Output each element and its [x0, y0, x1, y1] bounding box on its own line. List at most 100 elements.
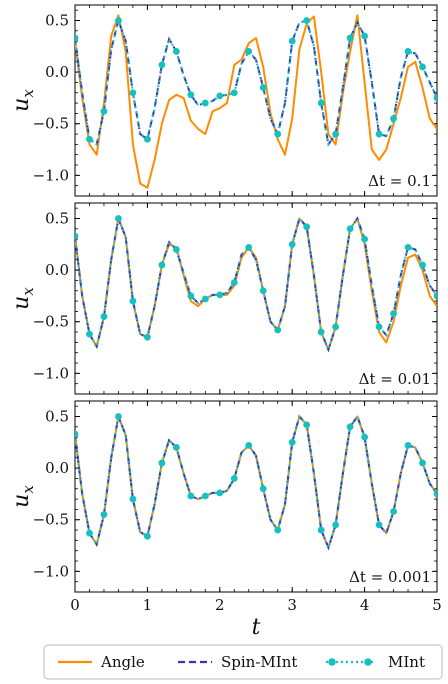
panel-3: 0.5 0.0 −0.5 −1.00 1 2 3 4 5 ux Δt = 0.001 — [9, 400, 442, 614]
data-point-mint — [433, 94, 437, 102]
data-point-mint — [144, 532, 151, 540]
legend-label-spin-mint: Spin-MInt — [221, 653, 297, 671]
data-point-mint — [303, 17, 311, 24]
series-group — [75, 412, 437, 551]
y-axis-label: ux — [9, 89, 37, 112]
data-point-mint — [115, 413, 122, 420]
data-point-mint — [86, 135, 93, 143]
plot-frame — [74, 202, 438, 395]
data-point-mint — [390, 310, 397, 317]
y-tick-label: 0.5 — [45, 407, 69, 425]
y-tick-label: −0.5 — [33, 115, 69, 133]
x-tick-label: 1 — [143, 596, 153, 614]
data-point-mint — [404, 48, 412, 55]
data-point-mint — [158, 261, 166, 269]
data-point-mint — [230, 475, 238, 482]
y-tick-label: −1.0 — [33, 166, 69, 184]
data-point-mint — [75, 430, 79, 438]
data-point-mint — [288, 438, 296, 446]
data-point-mint — [216, 291, 224, 299]
data-point-mint — [115, 17, 122, 24]
data-point-mint — [375, 521, 383, 529]
data-point-mint — [390, 115, 397, 122]
series-line-angle — [75, 14, 437, 189]
dt-annotation: Δt = 0.1 — [368, 172, 431, 190]
data-point-mint — [100, 511, 108, 518]
panels: 0.5 0.0 −0.5 −1.0 ux Δt = 0.1 0.5 0.0 −0.5 −1.0 ux… — [9, 4, 442, 614]
data-point-mint — [201, 492, 209, 500]
data-point-mint — [158, 459, 166, 467]
data-point-mint — [245, 48, 253, 55]
legend-label-mint: MInt — [388, 653, 425, 671]
data-point-mint — [201, 99, 209, 107]
data-point-mint — [433, 292, 437, 300]
y-tick-label: 0.5 — [45, 11, 69, 29]
data-point-mint — [187, 91, 195, 99]
series-line-angle — [75, 217, 437, 351]
y-tick-label: 0.5 — [45, 209, 69, 227]
data-point-mint — [390, 508, 397, 515]
data-point-mint — [332, 323, 340, 331]
data-point-mint — [100, 107, 108, 115]
data-point-mint — [129, 89, 137, 97]
series-line-spin-mint — [75, 214, 437, 353]
series-group — [75, 14, 437, 189]
data-point-mint — [245, 243, 253, 251]
y-tick-label: 0.0 — [45, 261, 69, 279]
data-point-mint — [433, 490, 437, 498]
data-point-mint — [115, 215, 122, 222]
y-tick-label: 0.0 — [45, 63, 69, 81]
data-point-mint — [245, 441, 253, 449]
data-point-mint — [346, 225, 354, 233]
data-point-mint — [75, 232, 79, 240]
data-point-mint — [259, 485, 267, 493]
series-group — [75, 214, 437, 353]
x-axis-label: t — [252, 615, 261, 640]
data-point-mint — [230, 89, 238, 97]
dt-annotation: Δt = 0.01 — [359, 370, 431, 388]
data-point-mint — [404, 441, 412, 449]
y-tick-label: −0.5 — [33, 313, 69, 331]
series-line-spin-mint — [75, 412, 437, 551]
legend-marker-mint-left — [328, 658, 336, 666]
data-point-mint — [274, 526, 282, 534]
panel-1: 0.5 0.0 −0.5 −1.0 ux Δt = 0.1 — [9, 4, 438, 197]
y-tick-label: 0.0 — [45, 459, 69, 477]
data-point-mint — [144, 333, 151, 341]
data-point-mint — [172, 48, 180, 55]
data-point-mint — [361, 32, 368, 40]
data-point-mint — [419, 63, 426, 71]
data-point-mint — [129, 297, 137, 305]
data-point-mint — [201, 295, 209, 303]
dt-annotation: Δt = 0.001 — [349, 568, 431, 586]
x-tick-label: 5 — [432, 596, 442, 614]
data-point-mint — [288, 37, 296, 45]
data-point-mint — [158, 61, 166, 69]
data-point-mint — [172, 246, 180, 253]
data-point-mint — [375, 323, 383, 331]
data-point-mint — [404, 243, 412, 251]
x-tick-label: 3 — [287, 596, 297, 614]
data-point-mint — [361, 433, 368, 441]
data-point-mint — [144, 135, 151, 143]
data-point-mint — [86, 330, 93, 338]
legend-label-angle: Angle — [100, 653, 145, 671]
x-tick-label: 2 — [215, 596, 225, 614]
data-point-mint — [419, 459, 426, 467]
data-point-mint — [303, 223, 311, 231]
data-point-mint — [346, 34, 354, 42]
y-axis-label: ux — [9, 287, 37, 310]
data-point-mint — [317, 99, 325, 107]
data-point-mint — [259, 287, 267, 295]
series-line-mint — [75, 214, 437, 353]
x-tick-label: 0 — [70, 596, 80, 614]
legend-frame — [43, 644, 443, 680]
data-point-mint — [187, 492, 195, 500]
y-axis-label: ux — [9, 485, 37, 508]
y-tick-label: −1.0 — [33, 562, 69, 580]
data-point-mint — [216, 92, 224, 100]
plot-frame — [74, 400, 438, 593]
y-tick-label: −1.0 — [33, 364, 69, 382]
legend-marker-mint-right — [364, 658, 372, 666]
data-point-mint — [172, 444, 180, 451]
